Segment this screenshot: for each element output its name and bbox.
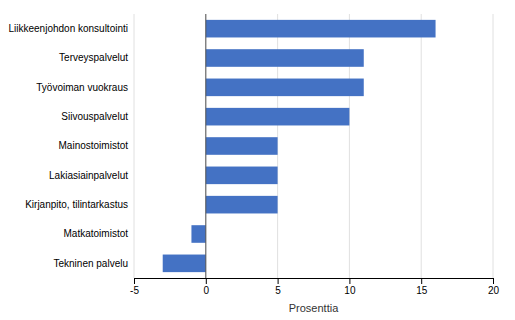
bar	[163, 255, 206, 273]
x-tick-label: 10	[344, 285, 356, 296]
zero-line	[205, 14, 206, 278]
y-tick-label: Matkatoimistot	[64, 228, 129, 239]
y-tick: Matkatoimistot	[64, 228, 129, 239]
x-tick-label: -5	[130, 285, 139, 296]
y-tick-label: Työvoiman vuokraus	[36, 82, 128, 93]
y-tick: Mainostoimistot	[59, 140, 129, 151]
x-tick-mark	[421, 278, 422, 284]
x-tick-mark	[134, 278, 135, 284]
grid-line	[493, 14, 494, 278]
x-axis-title: Prosenttia	[289, 302, 339, 314]
chart: -5 0 5 10 15 20 Tekninen palvelu Matkatoimistot…	[0, 0, 515, 320]
y-tick: Terveyspalvelut	[59, 52, 128, 63]
x-tick: 5	[275, 278, 281, 296]
x-tick-label: 20	[488, 285, 500, 296]
bar	[206, 49, 364, 67]
grid-line	[205, 14, 206, 278]
bar	[191, 225, 205, 243]
y-axis: Tekninen palvelu Matkatoimistot Kirjanpito…	[8, 23, 128, 269]
x-axis: -5 0 5 10 15 20	[130, 278, 499, 296]
y-tick-label: Mainostoimistot	[59, 140, 129, 151]
bar	[206, 196, 278, 214]
y-tick: Lakiasiainpalvelut	[49, 170, 128, 181]
x-axis-line	[135, 279, 494, 285]
x-tick: 20	[488, 278, 500, 296]
bar	[206, 108, 350, 126]
bar	[206, 167, 278, 185]
x-tick-mark	[493, 278, 494, 284]
x-tick-label: 5	[275, 285, 281, 296]
x-tick-label: 15	[416, 285, 428, 296]
y-tick-label: Tekninen palvelu	[54, 258, 129, 269]
x-tick: -5	[130, 278, 139, 296]
bars	[163, 14, 436, 278]
y-tick-label: Lakiasiainpalvelut	[49, 170, 128, 181]
y-tick-label: Terveyspalvelut	[59, 52, 128, 63]
x-tick-mark	[278, 278, 279, 284]
plot: -5 0 5 10 15 20 Tekninen palvelu Matkatoimistot…	[8, 14, 499, 296]
grid-line	[134, 14, 135, 278]
y-tick-label: Kirjanpito, tilintarkastus	[25, 199, 128, 210]
x-tick: 10	[344, 278, 356, 296]
bar	[206, 79, 364, 97]
x-tick: 15	[416, 278, 428, 296]
y-tick-label: Liikkeenjohdon konsultointi	[8, 23, 128, 34]
y-tick: Kirjanpito, tilintarkastus	[25, 199, 128, 210]
bar	[206, 20, 436, 38]
bar	[206, 137, 278, 155]
grid-line	[421, 14, 422, 278]
y-tick: Tekninen palvelu	[54, 258, 129, 269]
grid	[134, 14, 493, 278]
y-tick-label: Siivouspalvelut	[61, 111, 128, 122]
y-tick: Siivouspalvelut	[61, 111, 128, 122]
y-tick: Työvoiman vuokraus	[36, 82, 128, 93]
x-tick: 0	[204, 278, 210, 296]
y-tick: Liikkeenjohdon konsultointi	[8, 23, 128, 34]
x-tick-label: 0	[204, 285, 210, 296]
x-tick-mark	[206, 278, 207, 284]
x-tick-mark	[349, 278, 350, 284]
